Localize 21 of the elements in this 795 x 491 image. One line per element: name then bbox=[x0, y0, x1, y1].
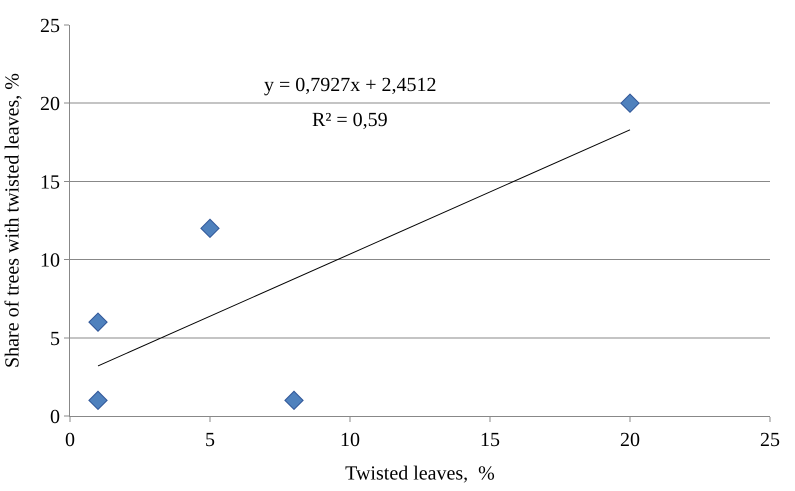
annotation: y = 0,7927x + 2,4512 bbox=[264, 74, 437, 96]
x-axis-title: Twisted leaves, % bbox=[345, 462, 495, 484]
x-tick-label: 15 bbox=[480, 429, 500, 451]
y-tick-label: 0 bbox=[50, 406, 60, 428]
point bbox=[284, 390, 304, 410]
point bbox=[88, 312, 108, 332]
x-tick-label: 20 bbox=[620, 429, 640, 451]
point bbox=[620, 94, 640, 113]
x-tick-label: 5 bbox=[205, 429, 215, 451]
point bbox=[200, 218, 220, 238]
y-axis-title: Share of trees with twisted leaves, % bbox=[2, 73, 24, 368]
y-tick-label: 10 bbox=[40, 250, 60, 272]
x-tick-label: 0 bbox=[65, 429, 75, 451]
x-tick-label: 10 bbox=[340, 429, 360, 451]
y-tick-label: 25 bbox=[40, 15, 60, 37]
point bbox=[88, 390, 108, 410]
y-tick-label: 20 bbox=[40, 93, 60, 116]
annotation: R² = 0,59 bbox=[312, 109, 388, 131]
y-tick-label: 5 bbox=[50, 328, 60, 350]
x-tick-label: 25 bbox=[760, 429, 780, 451]
y-tick-label: 15 bbox=[40, 171, 60, 194]
